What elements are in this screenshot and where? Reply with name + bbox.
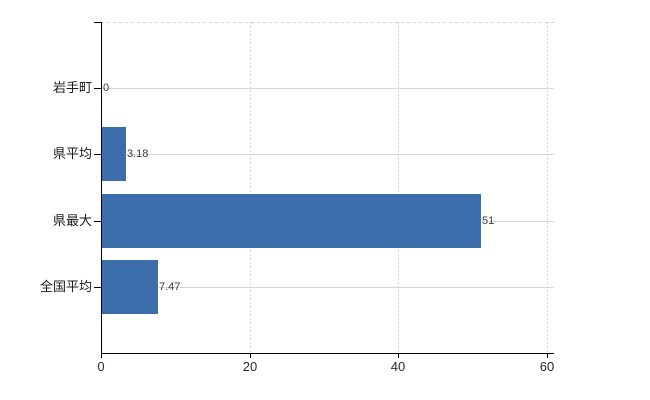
x-tick-label: 60 bbox=[539, 359, 555, 374]
value-label: 0 bbox=[103, 82, 110, 94]
x-axis-tick bbox=[101, 353, 102, 358]
y-axis-line bbox=[101, 22, 102, 354]
bar bbox=[102, 127, 126, 181]
x-axis-tick bbox=[398, 353, 399, 358]
y-axis-tick bbox=[94, 221, 101, 222]
y-axis-tick bbox=[94, 154, 101, 155]
vertical-gridline bbox=[250, 22, 251, 353]
bar bbox=[102, 260, 158, 314]
value-label: 7.47 bbox=[159, 281, 181, 293]
bar bbox=[102, 194, 481, 248]
value-label: 51 bbox=[482, 215, 495, 227]
y-axis-tick bbox=[94, 88, 101, 89]
y-axis-tick bbox=[94, 287, 101, 288]
vertical-gridline bbox=[398, 22, 399, 353]
horizontal-gridline bbox=[101, 287, 554, 288]
category-label: 県平均 bbox=[52, 146, 92, 161]
x-tick-label: 0 bbox=[97, 359, 105, 374]
x-axis-line bbox=[101, 353, 554, 354]
category-label: 全国平均 bbox=[39, 279, 92, 294]
horizontal-gridline bbox=[101, 88, 554, 89]
plot-top-border bbox=[101, 22, 554, 23]
horizontal-gridline bbox=[101, 154, 554, 155]
category-label: 県最大 bbox=[52, 213, 92, 228]
value-label: 3.18 bbox=[127, 148, 149, 160]
y-axis-tick bbox=[94, 22, 101, 23]
vertical-gridline bbox=[547, 22, 548, 353]
x-tick-label: 20 bbox=[242, 359, 258, 374]
x-axis-tick bbox=[547, 353, 548, 358]
x-tick-label: 40 bbox=[390, 359, 406, 374]
x-axis-tick bbox=[250, 353, 251, 358]
category-label: 岩手町 bbox=[52, 80, 92, 95]
